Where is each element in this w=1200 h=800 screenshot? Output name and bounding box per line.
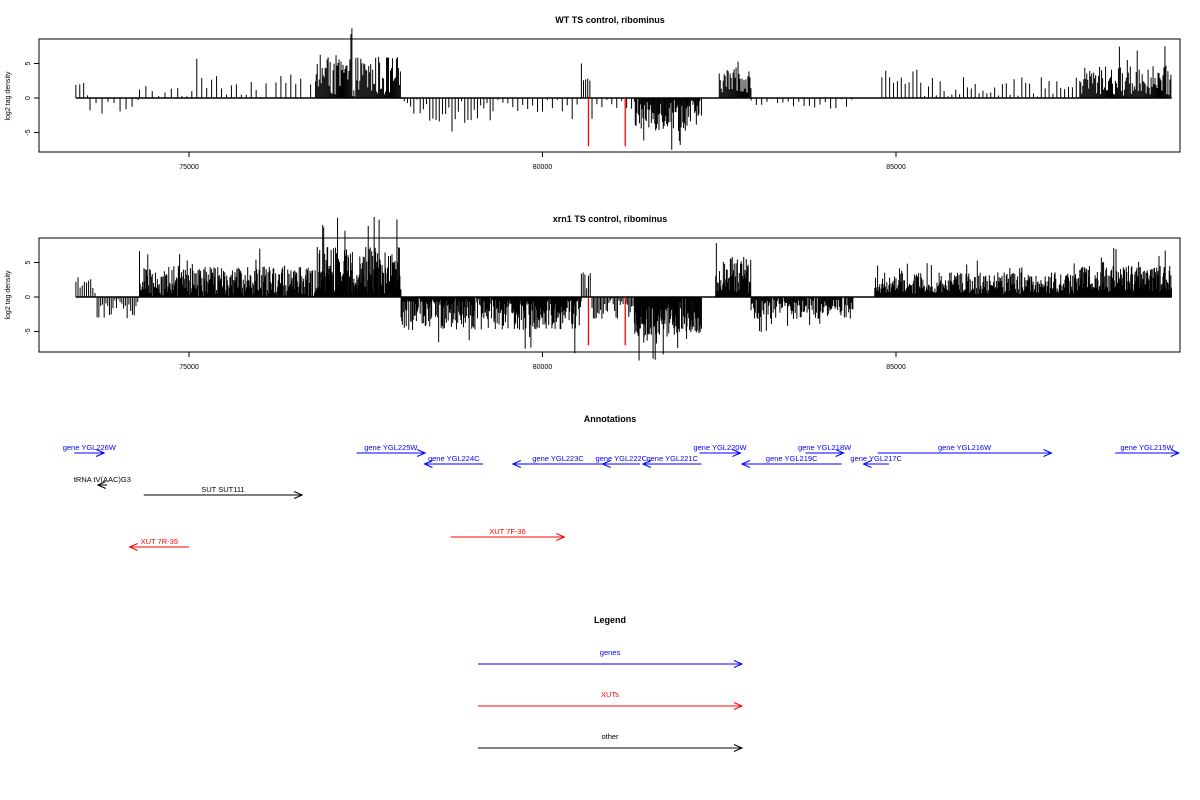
annotation-arrow (641, 460, 702, 468)
xrn1-y-axis: -5 0 5 (25, 260, 39, 335)
annotation-arrow (511, 460, 604, 468)
x-tick-label: 85000 (886, 164, 906, 171)
wt-density-panel: WT TS control, ribominus log2 tag densit… (5, 15, 1181, 171)
annotation-arrow (450, 533, 566, 541)
annotations-title: Annotations (584, 414, 637, 424)
y-tick-label: 0 (25, 96, 32, 100)
annotation-arrow (740, 460, 842, 468)
annotation-arrow (805, 449, 845, 457)
wt-panel-title: WT TS control, ribominus (555, 15, 665, 25)
annotations-track: Annotations gene YGL226W gene YGL225Wgene… (63, 414, 1181, 551)
annotation-label: SUT SUT111 (201, 485, 244, 494)
x-tick-label: 80000 (533, 364, 553, 371)
y-tick-label: 0 (25, 295, 32, 299)
y-tick-label: 5 (25, 260, 32, 264)
annotation-label: gene YGL222C (596, 454, 648, 463)
xrn1-panel-title: xrn1 TS control, ribominus (553, 214, 668, 224)
annotation-arrow (143, 491, 304, 499)
legend-arrow-other (478, 744, 744, 752)
legend-arrow-xuts (478, 702, 744, 710)
x-tick-label: 85000 (886, 364, 906, 371)
annotation-arrow (699, 449, 742, 457)
wt-density-bars (75, 28, 1172, 150)
annotation-label: gene YGL219C (766, 454, 818, 463)
annotation-label: gene YGL217C (850, 454, 902, 463)
xrn1-density-panel: xrn1 TS control, ribominus log2 tag dens… (5, 214, 1181, 371)
wt-plot-frame (38, 38, 1181, 153)
wt-y-axis-label: log2 tag density (5, 71, 12, 121)
annotation-features: gene YGL226W gene YGL225W gene YGL224C gene… (63, 443, 1181, 551)
legend-items: genes XUTs other (478, 648, 744, 752)
y-tick-label: -5 (25, 129, 32, 135)
annotation-arrow (356, 449, 427, 457)
legend-label-genes: genes (600, 648, 621, 657)
annotation-arrow (74, 449, 106, 457)
annotation-label: gene YGL221C (646, 454, 698, 463)
y-tick-label: -5 (25, 328, 32, 334)
legend-label-xuts: XUTs (601, 690, 619, 699)
annotation-arrow (96, 481, 107, 489)
x-tick-label: 75000 (179, 164, 199, 171)
wt-x-axis: 75000 80000 85000 (179, 152, 906, 171)
annotation-label: gene YGL215W (1120, 443, 1174, 452)
legend: Legend genes XUTs other (478, 615, 744, 752)
annotation-label: gene YGL225W (364, 443, 418, 452)
annotation-arrow (862, 460, 889, 468)
annotation-label: gene YGL223C (532, 454, 584, 463)
annotation-arrow (877, 449, 1053, 457)
annotation-label: XUT 7R-35 (141, 537, 178, 546)
annotation-label: XUT 7F-36 (489, 527, 526, 536)
annotation-label: gene YGL218W (798, 443, 852, 452)
annotation-label: gene YGL224C (428, 454, 480, 463)
xrn1-plot-frame (38, 237, 1181, 353)
xrn1-y-axis-label: log2 tag density (5, 270, 12, 320)
x-tick-label: 75000 (179, 364, 199, 371)
annotation-label: gene YGL220W (693, 443, 747, 452)
annotation-arrow (423, 460, 484, 468)
annotation-arrow (128, 543, 189, 551)
legend-arrow-genes (478, 660, 744, 668)
xrn1-x-axis: 75000 80000 85000 (179, 352, 906, 371)
wt-y-axis: -5 0 5 (25, 61, 39, 136)
legend-title: Legend (594, 615, 626, 625)
annotation-label: gene YGL216W (938, 443, 992, 452)
annotation-arrow (601, 460, 641, 468)
x-tick-label: 80000 (533, 164, 553, 171)
annotation-arrow (1115, 449, 1181, 457)
xrn1-density-bars (75, 216, 1172, 361)
y-tick-label: 5 (25, 61, 32, 65)
annotation-label: gene YGL226W (63, 443, 117, 452)
annotation-label: tRNA tV(AAC)G3 (74, 475, 131, 484)
legend-label-other: other (601, 732, 619, 741)
